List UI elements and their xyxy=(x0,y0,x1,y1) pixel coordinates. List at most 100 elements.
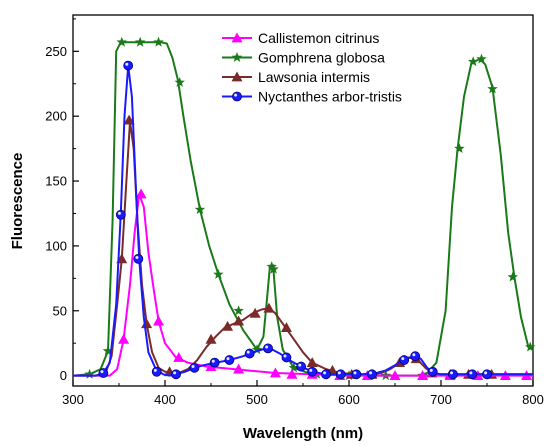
data-point-marker-highlight xyxy=(125,62,129,66)
legend-marker xyxy=(231,71,243,82)
legend-marker xyxy=(231,52,243,62)
data-point-marker-highlight xyxy=(450,371,454,375)
y-tick-label: 0 xyxy=(60,368,67,383)
data-point-marker-highlight xyxy=(429,368,433,372)
data-point-marker xyxy=(448,369,458,380)
data-point-marker-highlight xyxy=(469,371,473,375)
data-point-marker xyxy=(133,253,144,264)
data-point-marker xyxy=(123,60,134,71)
data-point-marker xyxy=(233,305,244,316)
data-point-marker xyxy=(174,76,185,87)
data-point-marker xyxy=(335,369,346,380)
data-point-marker xyxy=(454,143,465,154)
data-point-marker xyxy=(389,370,401,381)
data-point-marker xyxy=(266,261,277,272)
legend-label: Nyctanthes arbor-tristis xyxy=(258,89,402,105)
legend-marker xyxy=(231,32,243,43)
data-point-marker xyxy=(233,363,245,374)
data-point-marker xyxy=(244,348,255,359)
x-tick-label: 500 xyxy=(246,392,268,407)
legend-item: Callistemon citrinus xyxy=(222,30,379,46)
data-point-marker xyxy=(205,333,217,344)
legend-marker xyxy=(232,91,242,102)
data-point-marker xyxy=(427,366,438,377)
series-nyctanthes-arbor-tristis xyxy=(73,60,533,380)
data-point-marker xyxy=(194,204,206,215)
data-point-marker-highlight xyxy=(100,370,104,374)
data-point-marker-highlight xyxy=(173,371,177,375)
data-point-marker xyxy=(482,369,492,380)
data-point-marker-highlight xyxy=(412,353,416,357)
data-point-marker xyxy=(296,361,307,372)
data-point-marker xyxy=(263,302,275,313)
data-point-marker xyxy=(269,367,281,378)
data-point-marker-highlight xyxy=(337,371,341,375)
data-point-marker xyxy=(525,341,536,352)
data-point-marker xyxy=(171,369,181,380)
data-point-marker xyxy=(102,345,114,356)
data-point-marker xyxy=(123,114,135,125)
data-point-marker xyxy=(306,357,318,368)
data-point-marker-highlight xyxy=(153,368,157,372)
data-point-marker xyxy=(249,307,261,318)
series-layer xyxy=(72,36,536,381)
data-point-marker xyxy=(135,188,147,199)
data-point-marker xyxy=(281,352,292,363)
legend-label: Callistemon citrinus xyxy=(258,30,379,46)
data-point-marker xyxy=(84,368,95,379)
data-point-marker xyxy=(280,322,292,333)
data-point-marker-highlight xyxy=(265,345,269,349)
legend-item: Lawsonia intermis xyxy=(222,69,370,85)
data-point-marker xyxy=(233,315,245,326)
data-point-marker xyxy=(467,369,478,380)
x-tick-label: 800 xyxy=(522,392,544,407)
data-point-marker xyxy=(205,361,217,371)
data-point-marker xyxy=(417,370,429,381)
data-point-marker-highlight xyxy=(226,357,230,361)
data-point-marker xyxy=(476,53,487,64)
data-point-marker xyxy=(321,369,331,380)
data-point-marker-highlight xyxy=(484,371,488,375)
y-tick-label: 250 xyxy=(45,44,67,59)
x-tick-label: 700 xyxy=(430,392,452,407)
y-axis-title: Fluorescence xyxy=(9,153,26,250)
series-line xyxy=(73,120,533,377)
data-point-marker-highlight xyxy=(117,211,121,215)
data-point-marker-highlight xyxy=(283,354,287,358)
x-tick-label: 400 xyxy=(154,392,176,407)
y-tick-label: 150 xyxy=(45,174,67,189)
data-point-marker xyxy=(118,333,130,344)
data-point-marker-highlight xyxy=(353,371,357,375)
legend-item: Nyctanthes arbor-tristis xyxy=(222,89,402,105)
data-point-marker-highlight xyxy=(298,363,302,367)
y-tick-label: 100 xyxy=(45,238,67,253)
data-point-marker-highlight xyxy=(246,350,250,354)
data-point-marker xyxy=(116,36,127,47)
y-tick-label: 200 xyxy=(45,109,67,124)
data-point-marker-highlight xyxy=(309,368,313,372)
legend-item: Gomphrena globosa xyxy=(222,50,385,66)
data-point-marker xyxy=(213,268,224,279)
data-point-marker xyxy=(467,56,479,67)
data-point-marker xyxy=(251,344,263,355)
data-point-marker xyxy=(151,366,162,377)
data-point-marker xyxy=(224,355,235,365)
data-point-marker xyxy=(209,357,220,368)
data-point-marker-highlight xyxy=(369,371,373,375)
data-point-marker xyxy=(268,263,279,274)
data-point-marker xyxy=(141,318,153,329)
data-point-marker xyxy=(98,368,109,378)
data-point-marker xyxy=(286,368,298,379)
data-point-marker-highlight xyxy=(323,371,327,375)
data-point-marker xyxy=(307,366,318,377)
series-line xyxy=(73,64,533,377)
data-point-marker-highlight xyxy=(191,364,195,368)
legend-marker-highlight xyxy=(234,93,238,97)
data-point-marker xyxy=(410,351,421,362)
data-point-marker xyxy=(263,343,273,354)
data-point-marker xyxy=(351,369,362,380)
data-point-marker xyxy=(507,271,518,282)
legend-label: Gomphrena globosa xyxy=(258,50,385,66)
legend-label: Lawsonia intermis xyxy=(258,69,370,85)
